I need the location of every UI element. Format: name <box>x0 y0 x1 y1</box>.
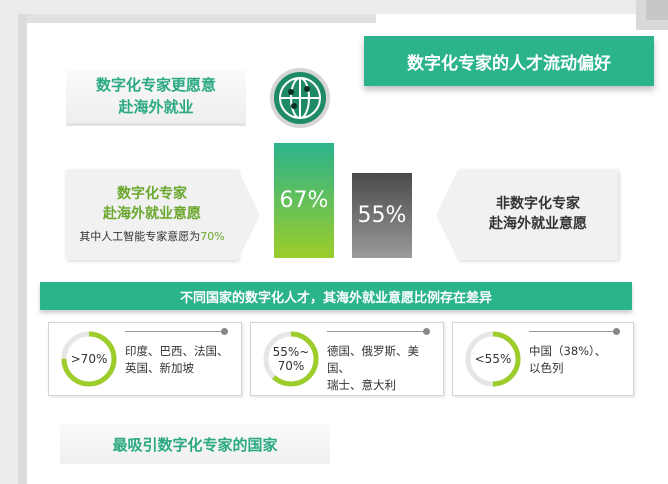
countries-high-line-2: 英国、新加坡 <box>125 361 194 375</box>
ring-label-mid-line-2: 70% <box>277 359 305 373</box>
section-banner: 不同国家的数字化人才，其海外就业意愿比例存在差异 <box>40 282 632 310</box>
subtitle-line-2: 赴海外就业 <box>118 98 194 116</box>
panel-top-border <box>18 14 376 23</box>
ai-note-value: 70% <box>200 230 225 243</box>
connector-line <box>529 331 617 332</box>
ring-label-mid-line-1: 55%~ <box>272 345 310 359</box>
connector-dot <box>613 328 620 335</box>
ring-label-mid: 55%~ 70% <box>261 329 321 389</box>
panel-left-border <box>18 14 27 484</box>
digital-experts-line-2: 赴海外就业意愿 <box>103 206 201 222</box>
non-digital-experts-box: 非数字化专家 赴海外就业意愿 <box>436 170 618 260</box>
globe-icon <box>270 68 330 128</box>
section-subtitle: 数字化专家更愿意 赴海外就业 <box>66 70 246 126</box>
country-group-mid: 55%~ 70% 德国、俄罗斯、美国、 瑞士、意大利 <box>250 322 444 396</box>
ring-chart-low <box>465 331 521 387</box>
country-group-low: <55% 中国（38%）、 以色列 <box>452 322 634 396</box>
countries-low-line-1: 中国（38%）、 <box>529 344 607 358</box>
globe-icon-graphic <box>279 77 321 119</box>
non-digital-experts-label: 非数字化专家 赴海外就业意愿 <box>458 194 618 234</box>
box-arrow-right <box>238 170 260 260</box>
corner-decoration-inner <box>646 0 668 20</box>
countries-low-line-2: 以色列 <box>529 361 564 375</box>
countries-high: 印度、巴西、法国、 英国、新加坡 <box>125 343 235 377</box>
non-digital-line-2: 赴海外就业意愿 <box>489 216 587 232</box>
ai-note-text: 其中人工智能专家意愿为 <box>79 230 201 243</box>
subtitle-line-1: 数字化专家更愿意 <box>95 76 216 94</box>
countries-mid-line-2: 瑞士、意大利 <box>327 378 396 392</box>
digital-experts-line-1: 数字化专家 <box>117 186 187 202</box>
ring-label-low: <55% <box>474 352 512 366</box>
countries-high-line-1: 印度、巴西、法国、 <box>125 344 229 358</box>
countries-mid: 德国、俄罗斯、美国、 瑞士、意大利 <box>327 343 437 394</box>
box-arrow-left <box>436 170 458 260</box>
countries-low: 中国（38%）、 以色列 <box>529 343 639 377</box>
bar-non-digital-experts: 55% <box>352 173 412 258</box>
digital-experts-box: 数字化专家 赴海外就业意愿 其中人工智能专家意愿为70% <box>66 170 260 260</box>
digital-experts-label: 数字化专家 赴海外就业意愿 <box>66 184 238 224</box>
connector-dot <box>221 328 228 335</box>
connector-line <box>327 331 425 332</box>
ring-chart-mid <box>263 331 319 387</box>
non-digital-line-1: 非数字化专家 <box>496 196 580 212</box>
ai-experts-note: 其中人工智能专家意愿为70% <box>66 228 238 244</box>
page-title: 数字化专家的人才流动偏好 <box>364 36 654 86</box>
section-title-attractive-countries: 最吸引数字化专家的国家 <box>60 424 330 464</box>
connector-line <box>125 331 223 332</box>
ring-label-high: >70% <box>70 352 108 366</box>
bar-digital-experts: 67% <box>274 143 334 258</box>
country-group-high: >70% 印度、巴西、法国、 英国、新加坡 <box>48 322 242 396</box>
infographic: 数字化专家的人才流动偏好 数字化专家更愿意 赴海外就业 数字化专家 赴海外就业意… <box>18 0 668 484</box>
ring-chart-high <box>61 331 117 387</box>
connector-dot <box>423 328 430 335</box>
countries-mid-line-1: 德国、俄罗斯、美国、 <box>327 344 419 375</box>
